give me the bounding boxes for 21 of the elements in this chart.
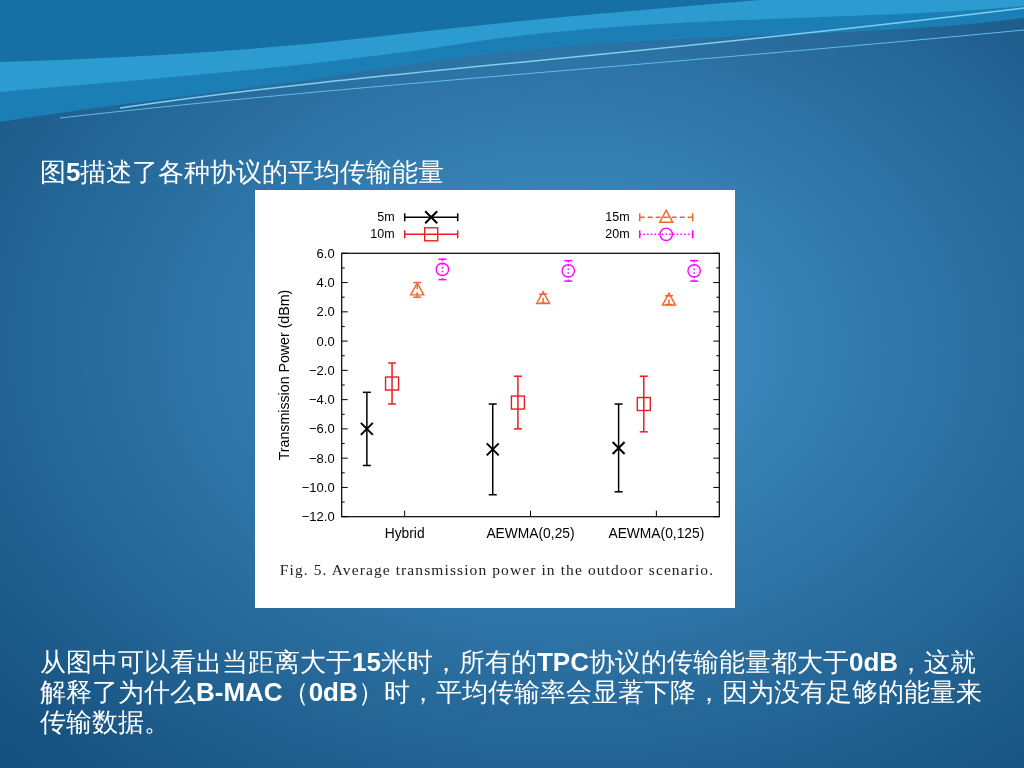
y-tick-label: 0.0 bbox=[316, 333, 335, 349]
y-tick-label: −10.0 bbox=[301, 479, 335, 495]
y-tick-label: −2.0 bbox=[309, 362, 335, 378]
y-tick-label: 6.0 bbox=[316, 245, 335, 261]
y-axis-title: Transmission Power (dBm) bbox=[276, 289, 292, 461]
y-tick-label: 4.0 bbox=[316, 275, 335, 291]
x-tick-label: AEWMA(0,25) bbox=[486, 526, 575, 542]
y-tick-label: −8.0 bbox=[309, 450, 335, 466]
text: 从图中可以看出当距离大于15米时，所有的TPC协议的传输能量都大于0dB，这就解释了为什么B-MAC（0dB）时，平均传输率会显著下降，因为没有足够的能量来传输数据。 bbox=[40, 647, 982, 737]
legend-label: 20m bbox=[605, 227, 630, 242]
y-tick-label: 2.0 bbox=[316, 304, 335, 320]
y-tick-label: −6.0 bbox=[309, 421, 335, 437]
x-tick-label: AEWMA(0,125) bbox=[608, 526, 705, 542]
caption: Fig. 5. Average transmission power in the outdoor scenario. bbox=[279, 560, 715, 578]
y-tick-label: −12.0 bbox=[301, 509, 335, 525]
legend-label: 15m bbox=[605, 210, 630, 225]
legend-label: 5m bbox=[377, 210, 395, 225]
legend-label: 10m bbox=[370, 227, 395, 242]
y-tick-label: −4.0 bbox=[309, 392, 335, 408]
chart-title: 图5描述了各种协议的平均传输能量 bbox=[40, 157, 445, 187]
x-tick-label: Hybrid bbox=[384, 526, 425, 542]
